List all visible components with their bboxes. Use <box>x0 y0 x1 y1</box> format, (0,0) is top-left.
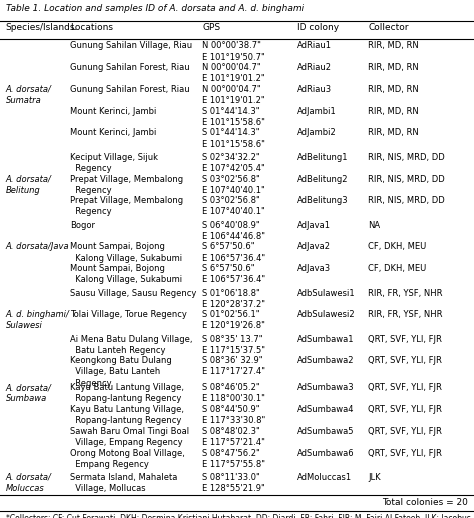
Text: S 01°44'14.3"
E 101°15'58.6": S 01°44'14.3" E 101°15'58.6" <box>202 107 265 127</box>
Text: Gunung Sahilan Forest, Riau: Gunung Sahilan Forest, Riau <box>70 63 189 72</box>
Text: AdSumbawa6: AdSumbawa6 <box>297 449 355 457</box>
Text: S 08°35' 13.7"
E 117°15'37.5": S 08°35' 13.7" E 117°15'37.5" <box>202 335 265 355</box>
Text: Mount Kerinci, Jambi: Mount Kerinci, Jambi <box>70 128 156 137</box>
Text: AdSumbawa2: AdSumbawa2 <box>297 356 355 365</box>
Text: QRT, SVF, YLI, FJR: QRT, SVF, YLI, FJR <box>368 356 442 365</box>
Text: N 00°00'04.7"
E 101°19'01.2": N 00°00'04.7" E 101°19'01.2" <box>202 63 265 83</box>
Text: Prepat Village, Membalong
  Regency: Prepat Village, Membalong Regency <box>70 175 183 195</box>
Text: AdJambi2: AdJambi2 <box>297 128 337 137</box>
Text: AdRiau3: AdRiau3 <box>297 85 332 94</box>
Text: Kayu Batu Lantung Village,
  Ropang-lantung Regency: Kayu Batu Lantung Village, Ropang-lantun… <box>70 405 184 425</box>
Text: A. dorsata/
Belitung: A. dorsata/ Belitung <box>6 175 52 195</box>
Text: Orong Motong Boal Village,
  Empang Regency: Orong Motong Boal Village, Empang Regenc… <box>70 449 184 469</box>
Text: RIR, MD, RN: RIR, MD, RN <box>368 85 419 94</box>
Text: Table 1. Location and samples ID of A. dorsata and A. d. binghami: Table 1. Location and samples ID of A. d… <box>6 4 304 12</box>
Text: AdBelitung1: AdBelitung1 <box>297 153 349 162</box>
Text: AdSumbawa3: AdSumbawa3 <box>297 383 355 392</box>
Text: AdBelitung2: AdBelitung2 <box>297 175 349 183</box>
Text: Gunung Sahilan Forest, Riau: Gunung Sahilan Forest, Riau <box>70 85 189 94</box>
Text: AdbSulawesi2: AdbSulawesi2 <box>297 310 356 319</box>
Text: S 08°46'05.2"
E 118°00'30.1": S 08°46'05.2" E 118°00'30.1" <box>202 383 265 404</box>
Text: AdBelitung3: AdBelitung3 <box>297 196 349 205</box>
Text: AdRiau1: AdRiau1 <box>297 41 332 50</box>
Text: Mount Kerinci, Jambi: Mount Kerinci, Jambi <box>70 107 156 116</box>
Text: S 02°34'32.2"
E 107°42'05.4": S 02°34'32.2" E 107°42'05.4" <box>202 153 265 173</box>
Text: Bogor: Bogor <box>70 221 95 229</box>
Text: Total colonies = 20: Total colonies = 20 <box>383 498 468 507</box>
Text: CF, DKH, MEU: CF, DKH, MEU <box>368 264 427 273</box>
Text: Keongkong Batu Dulang
  Village, Batu Lanteh
  Regency: Keongkong Batu Dulang Village, Batu Lant… <box>70 356 172 387</box>
Text: Tolai Village, Torue Regency: Tolai Village, Torue Regency <box>70 310 187 319</box>
Text: QRT, SVF, YLI, FJR: QRT, SVF, YLI, FJR <box>368 405 442 414</box>
Text: Ai Mena Batu Dulang Village,
  Batu Lanteh Regency: Ai Mena Batu Dulang Village, Batu Lanteh… <box>70 335 192 355</box>
Text: AdSumbawa5: AdSumbawa5 <box>297 427 355 436</box>
Text: AdSumbawa1: AdSumbawa1 <box>297 335 355 343</box>
Text: A. dorsata/Java: A. dorsata/Java <box>6 242 69 251</box>
Text: A. dorsata/
Sumatra: A. dorsata/ Sumatra <box>6 85 52 105</box>
Text: CF, DKH, MEU: CF, DKH, MEU <box>368 242 427 251</box>
Text: Sausu Village, Sausu Regency: Sausu Village, Sausu Regency <box>70 289 196 297</box>
Text: ID colony: ID colony <box>297 23 339 32</box>
Text: *Collectors: CF: Cut Ferawati, DKH: Desmina Kristiani Hutabarat, DD: Diardi, FR:: *Collectors: CF: Cut Ferawati, DKH: Desm… <box>6 514 471 518</box>
Text: Mount Sampai, Bojong
  Kalong Village, Sukabumi: Mount Sampai, Bojong Kalong Village, Suk… <box>70 242 182 263</box>
Text: A. dorsata/
Sumbawa: A. dorsata/ Sumbawa <box>6 383 52 404</box>
Text: A. d. binghami/
Sulawesi: A. d. binghami/ Sulawesi <box>6 310 70 330</box>
Text: QRT, SVF, YLI, FJR: QRT, SVF, YLI, FJR <box>368 335 442 343</box>
Text: AdJava3: AdJava3 <box>297 264 331 273</box>
Text: Sawah Baru Omal Tingi Boal
  Village, Empang Regency: Sawah Baru Omal Tingi Boal Village, Empa… <box>70 427 189 447</box>
Text: AdJava2: AdJava2 <box>297 242 331 251</box>
Text: JLK: JLK <box>368 473 381 482</box>
Text: S 06°40'08.9"
E 106°44'46.8": S 06°40'08.9" E 106°44'46.8" <box>202 221 265 241</box>
Text: QRT, SVF, YLI, FJR: QRT, SVF, YLI, FJR <box>368 427 442 436</box>
Text: NA: NA <box>368 221 381 229</box>
Text: S 08°47'56.2"
E 117°57'55.8": S 08°47'56.2" E 117°57'55.8" <box>202 449 265 469</box>
Text: RIR, FR, YSF, NHR: RIR, FR, YSF, NHR <box>368 289 443 297</box>
Text: S 08°48'02.3"
E 117°57'21.4": S 08°48'02.3" E 117°57'21.4" <box>202 427 265 447</box>
Text: S 01°44'14.3"
E 101°15'58.6": S 01°44'14.3" E 101°15'58.6" <box>202 128 265 149</box>
Text: RIR, MD, RN: RIR, MD, RN <box>368 63 419 72</box>
Text: A. dorsata/
Moluccas: A. dorsata/ Moluccas <box>6 473 52 493</box>
Text: AdMoluccas1: AdMoluccas1 <box>297 473 352 482</box>
Text: S 08°44'50.9"
E 117°33'30.8": S 08°44'50.9" E 117°33'30.8" <box>202 405 265 425</box>
Text: RIR, MD, RN: RIR, MD, RN <box>368 128 419 137</box>
Text: AdJava1: AdJava1 <box>297 221 331 229</box>
Text: S 08°36' 32.9"
E 117°17'27.4": S 08°36' 32.9" E 117°17'27.4" <box>202 356 265 377</box>
Text: GPS: GPS <box>202 23 220 32</box>
Text: Collector: Collector <box>368 23 409 32</box>
Text: RIR, NIS, MRD, DD: RIR, NIS, MRD, DD <box>368 196 445 205</box>
Text: Keciput Village, Sijuk
  Regency: Keciput Village, Sijuk Regency <box>70 153 158 173</box>
Text: Species/Islands: Species/Islands <box>6 23 75 32</box>
Text: N 00°00'04.7"
E 101°19'01.2": N 00°00'04.7" E 101°19'01.2" <box>202 85 265 105</box>
Text: RIR, FR, YSF, NHR: RIR, FR, YSF, NHR <box>368 310 443 319</box>
Text: S 08°11'33.0"
E 128°55'21.9": S 08°11'33.0" E 128°55'21.9" <box>202 473 265 493</box>
Text: S 6°57'50.6"
E 106°57'36.4": S 6°57'50.6" E 106°57'36.4" <box>202 264 265 284</box>
Text: AdJambi1: AdJambi1 <box>297 107 337 116</box>
Text: Kayu Batu Lantung Village,
  Ropang-lantung Regency: Kayu Batu Lantung Village, Ropang-lantun… <box>70 383 184 404</box>
Text: RIR, NIS, MRD, DD: RIR, NIS, MRD, DD <box>368 153 445 162</box>
Text: RIR, MD, RN: RIR, MD, RN <box>368 107 419 116</box>
Text: N 00°00'38.7"
E 101°19'50.7": N 00°00'38.7" E 101°19'50.7" <box>202 41 265 62</box>
Text: S 01°06'18.8"
E 120°28'37.2": S 01°06'18.8" E 120°28'37.2" <box>202 289 265 309</box>
Text: AdSumbawa4: AdSumbawa4 <box>297 405 355 414</box>
Text: Locations: Locations <box>70 23 113 32</box>
Text: AdRiau2: AdRiau2 <box>297 63 332 72</box>
Text: AdbSulawesi1: AdbSulawesi1 <box>297 289 356 297</box>
Text: S 03°02'56.8"
E 107°40'40.1": S 03°02'56.8" E 107°40'40.1" <box>202 175 265 195</box>
Text: S 03°02'56.8"
E 107°40'40.1": S 03°02'56.8" E 107°40'40.1" <box>202 196 265 217</box>
Text: Gunung Sahilan Village, Riau: Gunung Sahilan Village, Riau <box>70 41 192 50</box>
Text: RIR, MD, RN: RIR, MD, RN <box>368 41 419 50</box>
Text: Mount Sampai, Bojong
  Kalong Village, Sukabumi: Mount Sampai, Bojong Kalong Village, Suk… <box>70 264 182 284</box>
Text: QRT, SVF, YLI, FJR: QRT, SVF, YLI, FJR <box>368 383 442 392</box>
Text: S 6°57'50.6"
E 106°57'36.4": S 6°57'50.6" E 106°57'36.4" <box>202 242 265 263</box>
Text: RIR, NIS, MRD, DD: RIR, NIS, MRD, DD <box>368 175 445 183</box>
Text: S 01°02'56.1"
E 120°19'26.8": S 01°02'56.1" E 120°19'26.8" <box>202 310 265 330</box>
Text: QRT, SVF, YLI, FJR: QRT, SVF, YLI, FJR <box>368 449 442 457</box>
Text: Prepat Village, Membalong
  Regency: Prepat Village, Membalong Regency <box>70 196 183 217</box>
Text: Sermata Island, Mahaleta
  Village, Mollucas: Sermata Island, Mahaleta Village, Molluc… <box>70 473 177 493</box>
